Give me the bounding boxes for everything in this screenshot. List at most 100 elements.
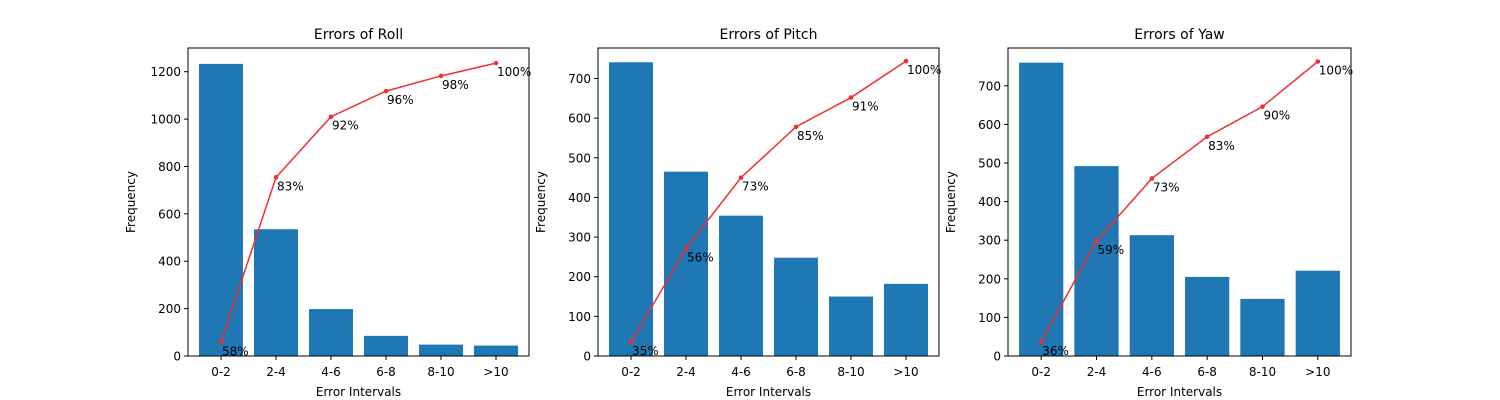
roll-chart-xtick-label-0-2: 0-2: [211, 365, 231, 379]
yaw-chart-ytick-label-400: 400: [978, 195, 1001, 209]
pitch-chart-ytick-label-400: 400: [568, 191, 591, 205]
pitch-chart-xtick-label-0-2: 0-2: [621, 365, 641, 379]
pitch-chart-cumulative-point-4-6: [738, 175, 744, 180]
pitch-chart-bar-2-4: [664, 171, 708, 356]
pitch-chart-cumulative-label-6-8: 85%: [797, 129, 824, 143]
roll-chart-bar-gt10: [474, 345, 518, 356]
roll-chart-y-axis-label: Frequency: [124, 171, 138, 233]
roll-chart-panel: Errors of Roll 58% 83% 92% 96% 98% 100% 0 200 400…: [124, 27, 531, 399]
pitch-chart-cumulative-point-0-2: [628, 339, 634, 345]
yaw-chart-cumulative-label-6-8: 83%: [1208, 139, 1235, 153]
roll-chart-title: Errors of Roll: [314, 27, 403, 43]
yaw-chart-xtick-label-2-4: 2-4: [1087, 365, 1107, 379]
pitch-chart-axes-frame: [597, 47, 940, 357]
roll-chart-ytick-label-200: 200: [158, 302, 181, 316]
yaw-chart-cumulative-point-4-6: [1149, 176, 1155, 181]
yaw-chart-cumulative-point-8-10: [1260, 104, 1265, 109]
pitch-chart-bar-gt10: [884, 283, 928, 356]
roll-chart-xtick-label-8-10: 8-10: [427, 365, 454, 379]
roll-chart-ytick-label-1200: 1200: [150, 65, 181, 79]
yaw-chart-cumulative-label-4-6: 73%: [1153, 180, 1180, 194]
yaw-chart-ytick-label-100: 100: [978, 311, 1001, 325]
yaw-chart-xtick-label-gt10: >10: [1305, 365, 1330, 379]
pitch-chart-xtick-label-gt10: >10: [893, 365, 918, 379]
pitch-chart-cumulative-label-4-6: 73%: [742, 180, 769, 194]
yaw-chart-cumulative-label-2-4: 59%: [1098, 243, 1125, 257]
pitch-chart-ytick-label-200: 200: [568, 270, 591, 284]
roll-chart-x-axis-label: Error Intervals: [316, 385, 401, 399]
roll-chart-ytick-label-400: 400: [158, 255, 181, 269]
roll-chart-bar-2-4: [254, 229, 298, 356]
pitch-chart-cumulative-label-0-2: 35%: [632, 344, 659, 358]
pitch-chart-bar-6-8: [774, 257, 818, 356]
pitch-chart-cumulative-label-gt10: 100%: [907, 63, 941, 77]
yaw-chart-xtick-label-4-6: 4-6: [1142, 365, 1162, 379]
yaw-chart-cumulative-line: [1040, 60, 1319, 343]
yaw-chart-xtick-label-6-8: 6-8: [1197, 365, 1217, 379]
pitch-chart-cumulative-label-8-10: 91%: [852, 100, 879, 114]
yaw-chart-bar-2-4: [1074, 166, 1119, 356]
roll-chart-cumulative-point-8-10: [438, 73, 444, 79]
yaw-chart-bar-4-6: [1129, 235, 1174, 356]
yaw-chart-ytick-label-500: 500: [978, 157, 1001, 171]
pitch-chart-cumulative-point-6-8: [793, 124, 799, 130]
yaw-chart-cumulative-label-0-2: 36%: [1042, 344, 1069, 358]
yaw-chart-ytick-label-300: 300: [978, 234, 1001, 248]
roll-chart-xtick-label-6-8: 6-8: [376, 365, 396, 379]
roll-chart-bar-4-6: [309, 309, 353, 356]
roll-chart-cumulative-label-4-6: 92%: [332, 119, 359, 133]
yaw-chart-ytick-label-0: 0: [993, 350, 1001, 364]
yaw-chart-cumulative-point-gt10: [1315, 59, 1321, 64]
pitch-chart-ytick-label-300: 300: [568, 231, 591, 245]
roll-chart-axes-frame: [187, 47, 530, 357]
roll-chart-cumulative-label-8-10: 98%: [442, 78, 469, 92]
yaw-chart-cumulative-label-8-10: 90%: [1263, 109, 1290, 123]
pitch-chart-cumulative-point-gt10: [903, 58, 909, 64]
pitch-chart-y-axis-label: Frequency: [534, 171, 548, 233]
roll-chart-bar-0-2: [199, 63, 243, 357]
roll-chart-cumulative-point-0-2: [218, 339, 224, 345]
pitch-chart-ytick-label-600: 600: [568, 112, 591, 126]
yaw-chart-ytick-label-200: 200: [978, 272, 1001, 286]
pitch-chart-title: Errors of Pitch: [720, 27, 818, 43]
yaw-chart-bar-0-2: [1019, 62, 1064, 357]
roll-chart-ytick-label-0: 0: [173, 350, 181, 364]
pitch-chart-xtick-label-2-4: 2-4: [676, 365, 696, 379]
yaw-chart-ytick-label-700: 700: [978, 79, 1001, 93]
pitch-chart-panel: Errors of Pitch 35% 56% 73% 85% 91% 100% 0 100 20…: [534, 27, 941, 399]
pitch-chart-ytick-label-100: 100: [568, 310, 591, 324]
yaw-chart-panel: Errors of Yaw 36% 59% 73% 83% 90% 100% 0 100 200 3…: [944, 27, 1353, 399]
pitch-chart-xtick-label-6-8: 6-8: [786, 365, 806, 379]
roll-chart-cumulative-point-6-8: [383, 88, 389, 94]
pitch-chart-x-axis-label: Error Intervals: [726, 385, 811, 399]
yaw-chart-y-axis-label: Frequency: [944, 171, 958, 233]
pitch-chart-cumulative-point-2-4: [683, 246, 689, 251]
roll-chart-bar-8-10: [419, 344, 463, 356]
roll-chart-ytick-label-600: 600: [158, 207, 181, 221]
yaw-chart-cumulative-point-0-2: [1038, 339, 1044, 345]
roll-chart-cumulative-point-4-6: [328, 114, 334, 120]
roll-chart-ytick-label-1000: 1000: [150, 113, 181, 127]
roll-chart-cumulative-point-2-4: [273, 175, 279, 180]
roll-chart-cumulative-point-gt10: [493, 60, 499, 66]
roll-chart-cumulative-line: [220, 62, 497, 343]
pitch-chart-ytick-label-0: 0: [583, 350, 591, 364]
yaw-chart-title: Errors of Yaw: [1134, 27, 1224, 43]
pitch-chart-ytick-label-700: 700: [568, 72, 591, 86]
roll-chart-ytick-label-800: 800: [158, 160, 181, 174]
roll-chart-bar-6-8: [364, 335, 408, 356]
pitch-chart-xtick-label-4-6: 4-6: [731, 365, 751, 379]
yaw-chart-bar-6-8: [1185, 276, 1230, 356]
roll-chart-xtick-label-2-4: 2-4: [266, 365, 286, 379]
pitch-chart-bar-8-10: [829, 296, 873, 356]
yaw-chart-xtick-label-0-2: 0-2: [1031, 365, 1051, 379]
yaw-chart-cumulative-point-6-8: [1204, 134, 1210, 140]
yaw-chart-xtick-label-8-10: 8-10: [1249, 365, 1276, 379]
yaw-chart-cumulative-label-gt10: 100%: [1319, 64, 1353, 78]
pitch-chart-xtick-label-8-10: 8-10: [837, 365, 864, 379]
roll-chart-cumulative-label-2-4: 83%: [277, 179, 304, 193]
roll-chart-cumulative-label-6-8: 96%: [387, 93, 414, 107]
pitch-chart-cumulative-label-2-4: 56%: [687, 251, 714, 265]
roll-chart-xtick-label-4-6: 4-6: [321, 365, 341, 379]
